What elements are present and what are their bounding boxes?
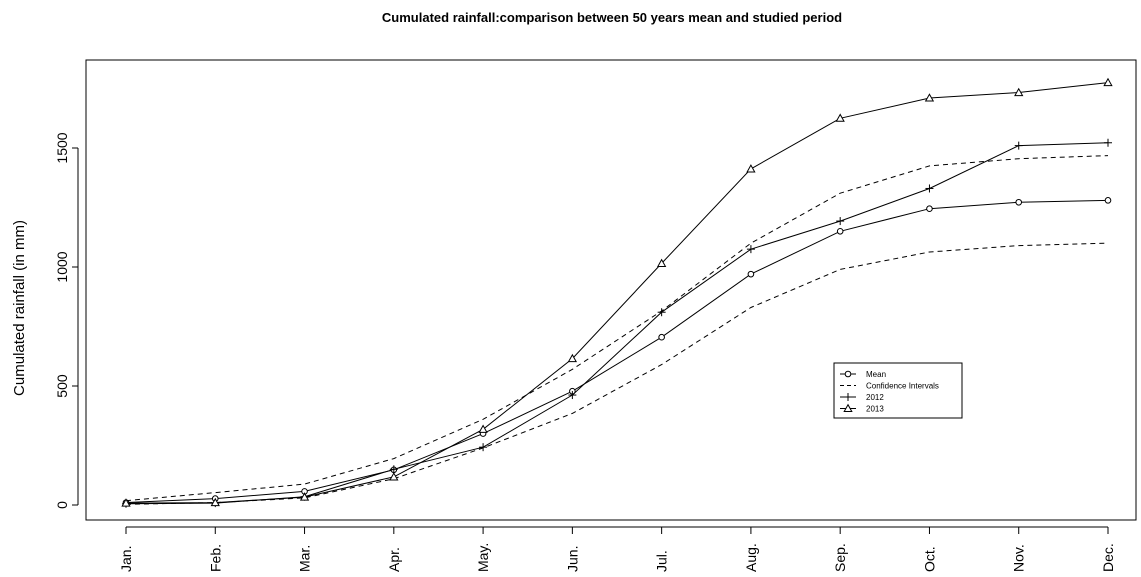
- chart-title: Cumulated rainfall:comparison between 50…: [382, 10, 842, 25]
- data-point: [657, 308, 666, 317]
- x-tick-label: Nov.: [1011, 544, 1027, 572]
- y-tick-label: 1000: [54, 251, 70, 282]
- series-line: [125, 142, 1109, 505]
- data-point: [1014, 141, 1023, 150]
- series-2013-4: [121, 77, 1113, 507]
- data-point: [844, 370, 852, 378]
- x-tick-label: Feb.: [207, 544, 223, 572]
- series-line: [125, 242, 1109, 505]
- data-point: [478, 424, 488, 433]
- data-point: [567, 353, 578, 363]
- data-point: [1014, 87, 1024, 97]
- x-tick-label: Dec.: [1100, 543, 1116, 572]
- data-point: [925, 184, 934, 193]
- y-axis-label: Cumulated rainfall (in mm): [11, 220, 28, 396]
- data-point: [836, 228, 844, 235]
- data-point: [746, 164, 756, 173]
- x-tick-label: Sep.: [832, 543, 848, 572]
- y-tick-label: 500: [54, 374, 70, 398]
- x-tick-label: Jul.: [654, 550, 670, 572]
- data-point: [1104, 197, 1112, 204]
- legend-label: 2013: [866, 405, 884, 414]
- data-point: [836, 217, 845, 226]
- data-point: [1015, 198, 1023, 206]
- data-point: [746, 245, 755, 254]
- series-layer: [121, 77, 1113, 508]
- series-line: [125, 82, 1109, 504]
- data-point: [210, 497, 220, 507]
- data-point: [1104, 138, 1112, 147]
- legend-label: 2012: [866, 393, 884, 402]
- x-tick-label: Jun.: [564, 546, 580, 572]
- data-point: [568, 391, 577, 400]
- axes: 0 500 1000 1500 Jan. Feb. Mar. Apr. May. Jun. Jul.…: [54, 132, 1116, 572]
- data-point: [1103, 77, 1113, 87]
- data-point: [479, 443, 488, 452]
- plot-frame: [85, 59, 1137, 521]
- series-confidence-intervals-2: [125, 242, 1109, 505]
- data-point: [299, 492, 310, 501]
- data-point: [658, 333, 665, 341]
- x-tick-label: Mar.: [297, 545, 313, 572]
- data-point: [835, 113, 845, 122]
- data-point: [924, 93, 935, 102]
- data-point: [389, 472, 399, 481]
- data-point: [926, 205, 933, 212]
- y-tick-label: 0: [54, 501, 70, 509]
- series-line: [125, 155, 1109, 502]
- x-tick-label: Aug.: [743, 543, 759, 572]
- data-point: [656, 258, 667, 267]
- data-point: [843, 403, 853, 413]
- series-line: [125, 199, 1109, 504]
- x-tick-label: Jan.: [118, 546, 134, 572]
- data-point: [844, 393, 852, 401]
- x-tick-label: Oct.: [921, 546, 937, 572]
- data-point: [747, 270, 755, 278]
- legend-label: Mean: [866, 370, 886, 379]
- y-tick-label: 1500: [54, 132, 70, 163]
- legend: Mean Confidence Intervals 2012 2013: [833, 362, 963, 419]
- x-tick-label: Apr.: [386, 547, 402, 572]
- x-tick-label: May.: [475, 543, 491, 572]
- data-point: [121, 498, 131, 507]
- series-confidence-intervals-1: [125, 155, 1109, 502]
- series-2012-3: [122, 138, 1112, 508]
- series-mean-0: [122, 197, 1112, 506]
- data-point: [389, 465, 398, 474]
- legend-box: [833, 362, 963, 419]
- legend-label: Confidence Intervals: [866, 382, 939, 391]
